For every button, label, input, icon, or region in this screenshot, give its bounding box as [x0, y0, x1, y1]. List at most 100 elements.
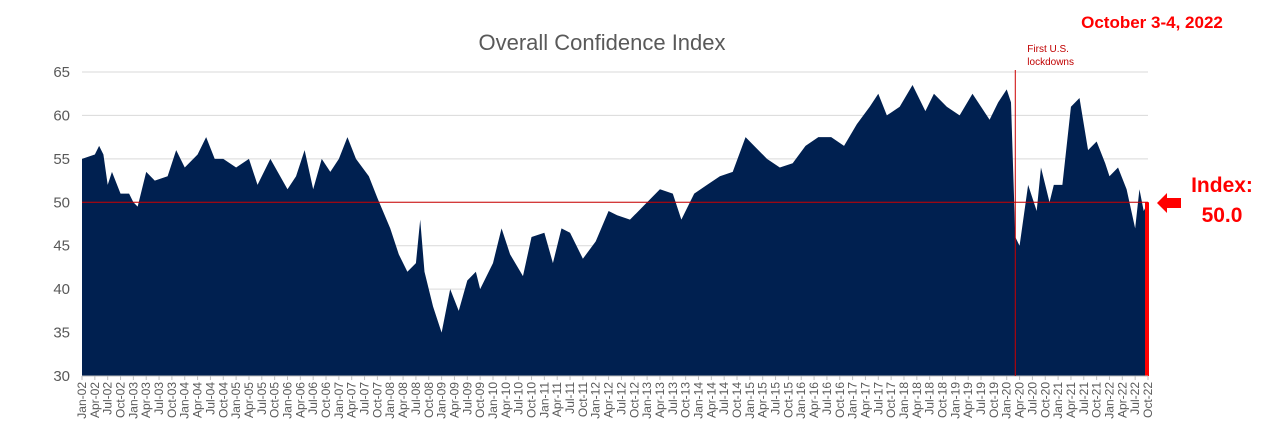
x-tick-label: Jul-21 — [1077, 382, 1091, 415]
x-tick-label: Jul-17 — [871, 382, 885, 415]
x-tick-label: Jan-04 — [178, 382, 192, 419]
x-tick-label: Jul-07 — [358, 382, 372, 415]
x-tick-label: Oct-10 — [525, 382, 539, 418]
x-tick-label: Oct-12 — [627, 382, 641, 418]
area-layer — [82, 85, 1148, 376]
x-tick-label: Apr-17 — [858, 382, 872, 418]
x-tick-label: Oct-18 — [936, 382, 950, 418]
x-tick-label: Apr-06 — [293, 382, 307, 418]
y-tick-label: 35 — [53, 325, 70, 342]
x-tick-label: Jan-10 — [486, 382, 500, 419]
x-tick-label: Jan-09 — [435, 382, 449, 419]
x-tick-label: Oct-02 — [114, 382, 128, 418]
x-tick-label: Jan-05 — [229, 382, 243, 419]
x-tick-label: Apr-03 — [139, 382, 153, 418]
x-tick-label: Jul-04 — [203, 382, 217, 415]
x-tick-label: Apr-04 — [191, 382, 205, 418]
x-tick-label: Oct-17 — [884, 382, 898, 418]
x-tick-label: Apr-16 — [807, 382, 821, 418]
x-tick-label: Oct-16 — [833, 382, 847, 418]
x-tick-label: Jan-11 — [537, 382, 551, 418]
index-label-value: 50.0 — [1202, 204, 1243, 227]
y-tick-label: 50 — [53, 194, 70, 211]
y-tick-label: 60 — [53, 107, 70, 124]
x-tick-label: Jan-14 — [692, 382, 706, 419]
x-tick-label: Apr-20 — [1013, 382, 1027, 418]
x-tick-label: Jul-03 — [152, 382, 166, 415]
x-tick-label: Jan-03 — [126, 382, 140, 419]
confidence-area — [82, 85, 1148, 376]
x-tick-label: Apr-15 — [756, 382, 770, 418]
x-tick-label: Jan-13 — [640, 382, 654, 419]
x-tick-label: Jul-06 — [306, 382, 320, 415]
current-date-label: October 3-4, 2022 — [1081, 13, 1223, 32]
x-tick-label: Apr-21 — [1064, 382, 1078, 418]
x-tick-label: Jul-15 — [769, 382, 783, 415]
x-tick-label: Oct-22 — [1141, 382, 1155, 418]
x-tick-label: Jul-18 — [923, 382, 937, 415]
lockdown-annotation: lockdowns — [1027, 57, 1074, 68]
x-tick-label: Oct-20 — [1038, 382, 1052, 418]
x-tick-label: Jan-18 — [897, 382, 911, 419]
x-tick-label: Oct-13 — [679, 382, 693, 418]
x-tick-label: Oct-15 — [781, 382, 795, 418]
x-tick-label: Jan-08 — [383, 382, 397, 419]
y-tick-label: 45 — [53, 238, 70, 255]
x-tick-label: Apr-02 — [88, 382, 102, 418]
x-tick-label: Oct-03 — [165, 382, 179, 418]
x-tick-label: Jul-14 — [717, 382, 731, 415]
x-tick-label: Apr-19 — [961, 382, 975, 418]
x-axis: Jan-02Apr-02Jul-02Oct-02Jan-03Apr-03Jul-… — [75, 375, 1155, 419]
x-tick-label: Jan-19 — [948, 382, 962, 419]
y-tick-label: 40 — [53, 281, 70, 298]
annotation-layer: First U.S. lockdowns — [1014, 44, 1074, 376]
x-tick-label: Oct-14 — [730, 382, 744, 418]
index-label-title: Index: — [1191, 174, 1253, 197]
x-tick-label: Jul-22 — [1128, 382, 1142, 415]
x-tick-label: Jan-20 — [1000, 382, 1014, 419]
x-tick-label: Apr-05 — [242, 382, 256, 418]
x-tick-label: Oct-21 — [1090, 382, 1104, 418]
x-tick-label: Apr-18 — [910, 382, 924, 418]
x-tick-label: Jan-15 — [743, 382, 757, 419]
x-tick-label: Oct-11 — [576, 382, 590, 417]
x-tick-label: Apr-12 — [602, 382, 616, 418]
x-tick-label: Jul-19 — [974, 382, 988, 415]
x-tick-label: Oct-05 — [268, 382, 282, 418]
x-tick-label: Oct-04 — [216, 382, 230, 418]
x-tick-label: Apr-07 — [345, 382, 359, 418]
x-tick-label: Jan-21 — [1051, 382, 1065, 419]
x-tick-label: Apr-13 — [653, 382, 667, 418]
x-tick-label: Oct-19 — [987, 382, 1001, 418]
x-tick-label: Oct-08 — [422, 382, 436, 418]
x-tick-label: Jul-12 — [614, 382, 628, 415]
y-tick-label: 55 — [53, 151, 70, 168]
y-tick-label: 65 — [53, 64, 70, 81]
x-tick-label: Jul-10 — [512, 382, 526, 415]
x-tick-label: Apr-14 — [704, 382, 718, 418]
x-tick-label: Jan-02 — [75, 382, 89, 419]
x-tick-label: Jul-16 — [820, 382, 834, 415]
lockdown-annotation: First U.S. — [1027, 44, 1069, 55]
chart-title: Overall Confidence Index — [478, 30, 725, 55]
x-tick-label: Oct-09 — [473, 382, 487, 418]
x-tick-label: Apr-10 — [499, 382, 513, 418]
x-tick-label: Apr-09 — [448, 382, 462, 418]
x-tick-label: Apr-22 — [1115, 382, 1129, 418]
x-tick-label: Jul-20 — [1025, 382, 1039, 415]
x-tick-label: Jan-17 — [846, 382, 860, 419]
x-tick-label: Apr-08 — [396, 382, 410, 418]
x-tick-label: Jul-02 — [101, 382, 115, 415]
x-tick-label: Jan-06 — [281, 382, 295, 419]
y-axis: 30 35 40 45 50 55 60 65 — [53, 64, 70, 385]
x-tick-label: Jan-22 — [1103, 382, 1117, 419]
x-tick-label: Jan-16 — [794, 382, 808, 419]
x-tick-label: Apr-11 — [550, 382, 564, 417]
x-tick-label: Jan-07 — [332, 382, 346, 419]
x-tick-label: Jul-11 — [563, 382, 577, 414]
x-tick-label: Jan-12 — [589, 382, 603, 419]
x-tick-label: Jul-05 — [255, 382, 269, 415]
reference-layer — [82, 201, 1149, 376]
x-tick-label: Oct-07 — [370, 382, 384, 418]
